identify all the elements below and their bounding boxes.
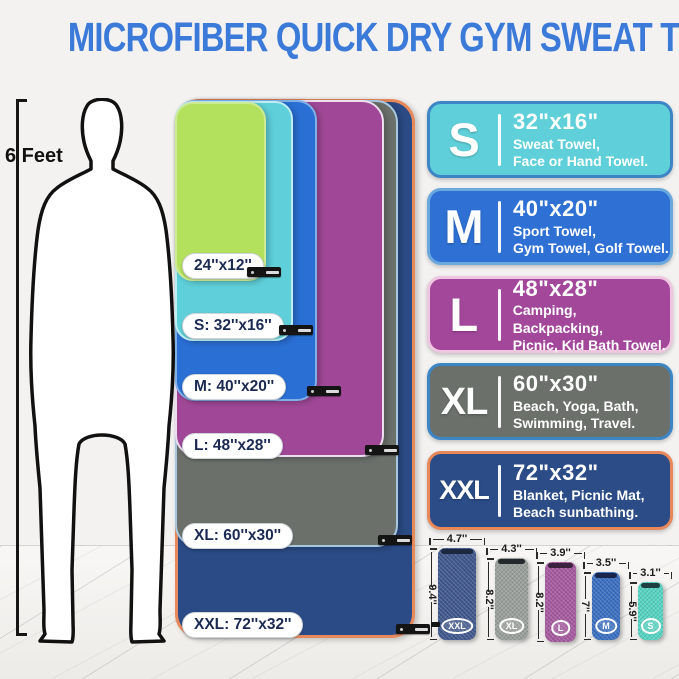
brand-tag-icon <box>431 622 440 627</box>
height-marker: 9.4'' <box>425 548 438 640</box>
size-description-line1: Sweat Towel, <box>513 135 600 152</box>
folded-towel-body: S <box>638 582 663 640</box>
size-description-line1: Camping, Backpacking, <box>512 302 603 336</box>
towel-edge-band <box>595 573 617 578</box>
width-label: 4.7'' <box>446 532 468 545</box>
size-card-l: L 48"x28" Camping, Backpacking, Picnic, … <box>427 276 673 353</box>
brand-tag-icon <box>247 267 281 277</box>
folded-towel-body: XL <box>495 558 528 640</box>
size-description-line2: Swimming, Travel. <box>513 415 636 432</box>
size-badge: XXL <box>441 618 473 634</box>
towel-edge-band <box>441 549 473 554</box>
towel-edge-band <box>548 563 573 568</box>
size-description-line2: Face or Hand Towel. <box>513 153 649 170</box>
size-letter: L <box>449 288 479 341</box>
size-description-line2: Gym Towel, Golf Towel. <box>513 240 669 257</box>
brand-tag-icon <box>279 325 313 335</box>
brand-tag-icon <box>365 445 399 455</box>
height-label: 8.2'' <box>482 588 495 610</box>
width-label: 3.5'' <box>595 556 617 569</box>
size-dimensions: 40"x20" <box>513 196 599 222</box>
size-dimensions: 72"x32" <box>513 460 599 486</box>
spread-label-xxl: XXL: 72''x32'' <box>182 612 304 638</box>
width-marker: 4.7'' <box>429 533 485 545</box>
size-badge: S <box>640 618 661 634</box>
height-marker: 5.9'' <box>625 582 638 640</box>
width-label: 4.3'' <box>501 542 522 555</box>
size-card-m: M 40"x20" Sport Towel, Gym Towel, Golf T… <box>427 188 673 265</box>
spread-towel-24x12 <box>175 102 266 281</box>
folded-towel-body: M <box>592 572 620 640</box>
spread-label-24x12: 24''x12'' <box>182 253 264 279</box>
size-badge: L <box>550 620 571 636</box>
card-divider <box>498 113 501 166</box>
height-label: 7'' <box>579 600 592 612</box>
person-outline-icon <box>28 98 175 644</box>
size-letter: XXL <box>439 475 490 505</box>
spread-label-s: S: 32''x16'' <box>182 313 284 339</box>
width-label: 3.1'' <box>640 566 661 579</box>
folded-towel-body: L <box>545 562 576 642</box>
measure-tick-top <box>16 99 27 102</box>
height-marker: 8.2'' <box>532 562 545 642</box>
size-card-s: S 32"x16" Sweat Towel, Face or Hand Towe… <box>427 101 673 178</box>
person-height-label: 6 Feet <box>5 145 63 167</box>
folded-towel-body: XXL <box>431 548 476 640</box>
card-divider <box>498 375 501 428</box>
measure-tick-bottom <box>16 633 27 636</box>
height-label: 5.9'' <box>625 600 638 622</box>
height-marker: 8.2'' <box>482 558 495 640</box>
width-marker: 3.5'' <box>583 557 629 569</box>
width-label: 3.9'' <box>550 546 571 559</box>
width-marker: 3.1'' <box>629 567 672 579</box>
spread-label-xl: XL: 60''x30'' <box>182 523 294 549</box>
size-card-xxl: XXL 72"x32" Blanket, Picnic Mat, Beach s… <box>427 451 673 530</box>
size-letter: S <box>448 113 480 166</box>
card-divider <box>498 200 501 253</box>
size-description-line1: Beach, Yoga, Bath, <box>513 397 639 414</box>
card-divider <box>498 464 501 517</box>
size-badge: M <box>595 618 617 634</box>
brand-tag-icon <box>307 386 341 396</box>
brand-tag-icon <box>396 624 430 634</box>
size-dimensions: 48"x28" <box>512 275 599 301</box>
size-letter: XL <box>440 380 489 423</box>
size-description-line2: Picnic, Kid Bath Towel. <box>512 337 666 353</box>
size-description-line2: Beach sunbathing. <box>513 504 639 521</box>
card-divider <box>497 288 501 341</box>
page-title: MICROFIBER QUICK DRY GYM SWEAT TOWEL <box>67 14 679 60</box>
size-description-line1: Sport Towel, <box>513 222 596 239</box>
width-marker: 4.3'' <box>486 543 537 555</box>
height-marker: 7'' <box>579 572 591 640</box>
towel-edge-band <box>641 583 660 588</box>
size-description-line1: Blanket, Picnic Mat, <box>513 486 645 503</box>
height-label: 9.4'' <box>425 583 438 605</box>
spread-label-l: L: 48''x28'' <box>182 433 283 459</box>
size-card-xl: XL 60"x30" Beach, Yoga, Bath, Swimming, … <box>427 363 673 440</box>
towel-edge-band <box>498 559 525 564</box>
size-dimensions: 60"x30" <box>513 371 599 397</box>
brand-tag-icon <box>378 535 412 545</box>
size-letter: M <box>444 200 484 253</box>
size-badge: XL <box>498 618 525 634</box>
height-measure-line <box>16 99 19 636</box>
height-label: 8.2'' <box>532 591 545 613</box>
spread-label-m: M: 40''x20'' <box>182 374 287 400</box>
size-dimensions: 32"x16" <box>513 109 599 135</box>
width-marker: 3.9'' <box>536 547 585 559</box>
